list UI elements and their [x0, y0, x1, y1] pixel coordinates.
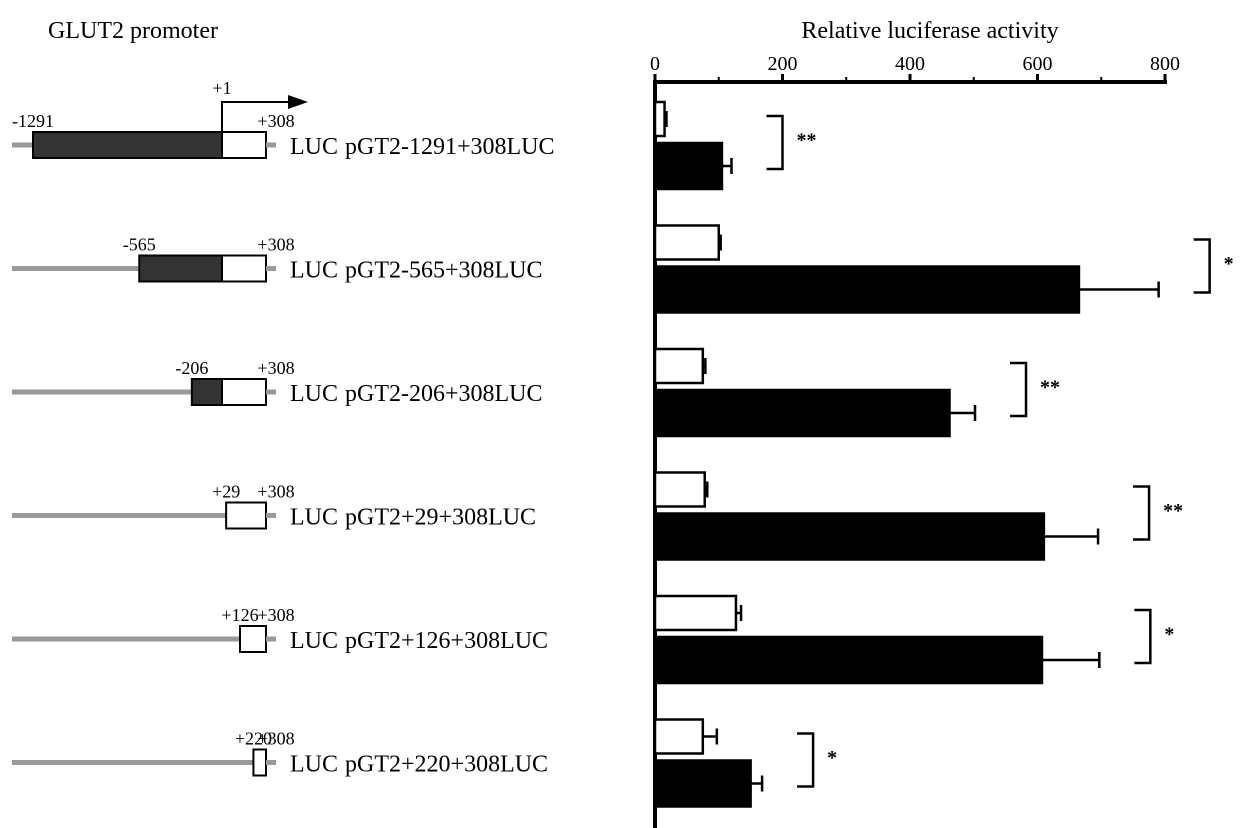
- x-tick-label: 0: [650, 53, 660, 75]
- tss-arrow: [221, 101, 290, 132]
- reporter-label: LUC: [290, 258, 338, 284]
- start-position-label: +29: [212, 482, 240, 502]
- significance-bracket: [797, 732, 815, 788]
- reporter-label: LUC: [290, 134, 338, 160]
- significance-marker: *: [827, 747, 837, 769]
- construct-name: pGT2-565+308LUC: [345, 258, 543, 284]
- start-position-label: -206: [175, 358, 208, 378]
- bar: [653, 635, 1044, 685]
- start-position-label: +220: [235, 729, 272, 749]
- transcribed-region: [225, 501, 267, 530]
- bar: [653, 388, 951, 438]
- x-tick-label: 200: [768, 53, 798, 75]
- significance-marker: **: [1040, 377, 1060, 399]
- significance-marker: **: [1163, 500, 1183, 522]
- end-position-label: +308: [257, 729, 294, 749]
- start-position-label: -565: [123, 235, 156, 255]
- significance-marker: *: [1224, 253, 1234, 275]
- transcribed-region: [252, 748, 268, 777]
- bar: [653, 347, 705, 385]
- x-tick-label: 400: [895, 53, 925, 75]
- significance-bracket: [1010, 361, 1028, 418]
- significance-marker: *: [1164, 624, 1174, 646]
- end-position-label: +308: [257, 482, 294, 502]
- end-position-label: +308: [257, 358, 294, 378]
- bar: [653, 759, 752, 808]
- x-axis: 0 200 400 600 800: [650, 53, 1180, 828]
- reporter-label: LUC: [290, 505, 338, 531]
- transcribed-region: [221, 254, 267, 283]
- reporter-label: LUC: [290, 628, 338, 654]
- x-tick-label: 600: [1023, 53, 1053, 75]
- bars: *********: [653, 100, 1234, 808]
- end-position-label: +308: [257, 605, 294, 625]
- promoter-panel-title: GLUT2 promoter: [48, 18, 218, 44]
- transcribed-region: [221, 131, 267, 159]
- bar: [653, 718, 705, 755]
- bar: [653, 265, 1081, 314]
- upstream-region: [32, 131, 223, 159]
- start-position-label: +126: [221, 605, 258, 625]
- construct-name: pGT2-1291+308LUC: [345, 134, 555, 160]
- transcribed-region: [221, 378, 267, 406]
- x-tick-label: 800: [1150, 53, 1180, 75]
- end-position-label: +308: [257, 235, 294, 255]
- bar: [653, 141, 724, 191]
- upstream-region: [138, 254, 223, 283]
- significance-bracket: [1134, 608, 1152, 665]
- tss-label: +1: [212, 78, 231, 98]
- bar: [653, 100, 666, 138]
- construct-name: pGT2+220+308LUC: [345, 752, 548, 778]
- reporter-label: LUC: [290, 381, 338, 407]
- construct-name: pGT2-206+308LUC: [345, 381, 543, 407]
- significance-bracket: [1133, 485, 1151, 541]
- end-position-label: +308: [257, 111, 294, 131]
- bar: [653, 594, 738, 632]
- chart-title: Relative luciferase activity: [801, 18, 1058, 44]
- reporter-label: LUC: [290, 752, 338, 778]
- start-position-label: -1291: [12, 111, 54, 131]
- construct-name: pGT2+126+308LUC: [345, 628, 548, 654]
- construct-name: pGT2+29+308LUC: [345, 505, 536, 531]
- promoter-diagrams: LUC -1291 +308 pGT2-1291+308LUC LUC -565 +308 p…: [12, 78, 555, 778]
- bar: [653, 224, 720, 261]
- transcribed-region: [239, 625, 267, 653]
- upstream-region: [190, 378, 223, 406]
- bar: [653, 512, 1046, 561]
- significance-bracket: [1193, 238, 1211, 294]
- significance-marker: **: [797, 130, 817, 152]
- tss-arrowhead: [288, 95, 308, 109]
- bar: [653, 471, 706, 508]
- significance-bracket: [766, 114, 784, 171]
